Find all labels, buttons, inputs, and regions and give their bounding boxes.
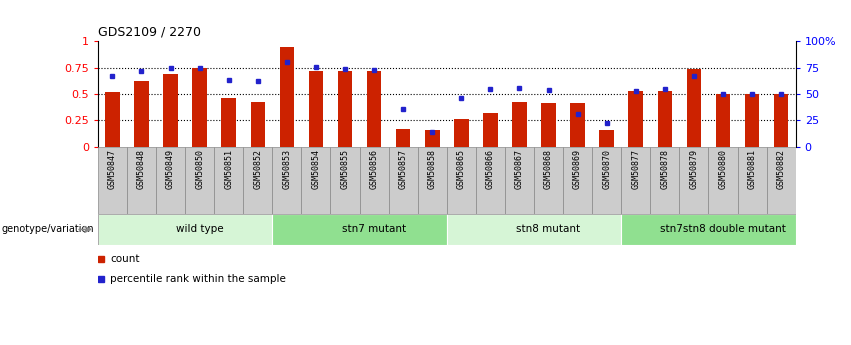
Text: GSM50881: GSM50881: [747, 149, 757, 189]
Bar: [505, 147, 534, 214]
Bar: [330, 147, 359, 214]
Bar: [650, 147, 679, 214]
Bar: [483, 113, 498, 147]
Bar: [447, 214, 621, 245]
Bar: [658, 91, 672, 147]
Text: GSM50857: GSM50857: [398, 149, 408, 189]
Text: GSM50868: GSM50868: [544, 149, 553, 189]
Bar: [418, 147, 447, 214]
Text: stn7 mutant: stn7 mutant: [342, 225, 406, 234]
Bar: [541, 104, 556, 147]
Bar: [563, 147, 592, 214]
Text: GSM50854: GSM50854: [311, 149, 321, 189]
Bar: [186, 147, 214, 214]
Bar: [679, 147, 708, 214]
Text: GSM50853: GSM50853: [283, 149, 291, 189]
Bar: [687, 69, 701, 147]
Text: GSM50851: GSM50851: [224, 149, 233, 189]
Bar: [425, 130, 439, 147]
Text: GDS2109 / 2270: GDS2109 / 2270: [98, 26, 201, 39]
Bar: [280, 47, 294, 147]
Bar: [367, 71, 381, 147]
Text: GSM50847: GSM50847: [108, 149, 117, 189]
Bar: [534, 147, 563, 214]
Bar: [250, 102, 265, 147]
Bar: [621, 214, 796, 245]
Text: GSM50849: GSM50849: [166, 149, 175, 189]
Bar: [221, 98, 236, 147]
Bar: [98, 147, 127, 214]
Bar: [447, 147, 476, 214]
Bar: [106, 92, 120, 147]
Bar: [709, 147, 738, 214]
Bar: [243, 147, 272, 214]
Bar: [629, 91, 643, 147]
Bar: [301, 147, 330, 214]
Bar: [272, 147, 301, 214]
Bar: [127, 147, 156, 214]
Bar: [272, 214, 447, 245]
Bar: [396, 129, 410, 147]
Bar: [745, 94, 759, 147]
Text: GSM50850: GSM50850: [195, 149, 204, 189]
Text: GSM50879: GSM50879: [689, 149, 699, 189]
Text: GSM50856: GSM50856: [369, 149, 379, 189]
Text: GSM50867: GSM50867: [515, 149, 524, 189]
Text: count: count: [110, 254, 140, 264]
Text: genotype/variation: genotype/variation: [2, 225, 94, 234]
Bar: [309, 71, 323, 147]
Text: GSM50870: GSM50870: [603, 149, 611, 189]
Bar: [767, 147, 796, 214]
Bar: [774, 94, 788, 147]
Bar: [214, 147, 243, 214]
Bar: [621, 147, 650, 214]
Bar: [592, 147, 621, 214]
Bar: [738, 147, 767, 214]
Text: GSM50866: GSM50866: [486, 149, 495, 189]
Bar: [599, 130, 614, 147]
Bar: [338, 71, 352, 147]
Text: GSM50848: GSM50848: [137, 149, 146, 189]
Text: percentile rank within the sample: percentile rank within the sample: [110, 275, 286, 284]
Bar: [156, 147, 186, 214]
Bar: [163, 74, 178, 147]
Text: GSM50880: GSM50880: [718, 149, 728, 189]
Text: wild type: wild type: [176, 225, 224, 234]
Bar: [134, 81, 149, 147]
Bar: [570, 104, 585, 147]
Text: GSM50877: GSM50877: [631, 149, 640, 189]
Bar: [716, 94, 730, 147]
Text: GSM50855: GSM50855: [340, 149, 350, 189]
Bar: [192, 68, 207, 147]
Bar: [389, 147, 418, 214]
Text: stn8 mutant: stn8 mutant: [517, 225, 580, 234]
Text: stn7stn8 double mutant: stn7stn8 double mutant: [660, 225, 786, 234]
Text: GSM50878: GSM50878: [660, 149, 670, 189]
Bar: [98, 214, 272, 245]
Text: GSM50882: GSM50882: [777, 149, 785, 189]
Bar: [512, 102, 527, 147]
Text: GSM50858: GSM50858: [428, 149, 437, 189]
Bar: [359, 147, 389, 214]
Bar: [476, 147, 505, 214]
Bar: [454, 119, 469, 147]
Text: GSM50865: GSM50865: [457, 149, 465, 189]
Text: GSM50852: GSM50852: [254, 149, 262, 189]
Text: GSM50869: GSM50869: [573, 149, 582, 189]
